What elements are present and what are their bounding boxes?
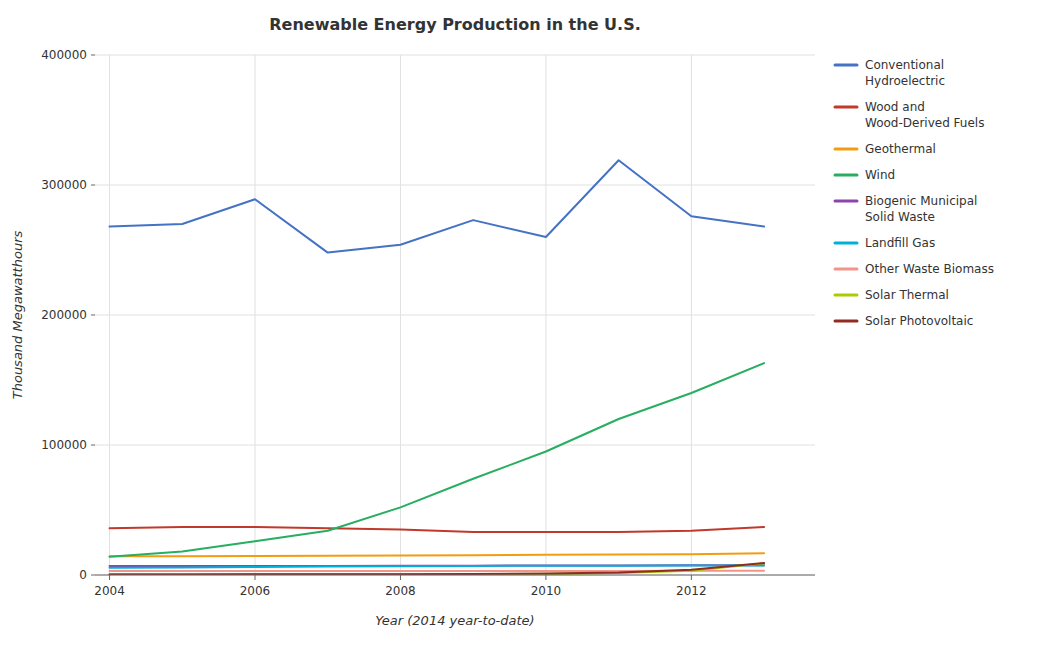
grid-line-x [109,55,110,575]
legend-swatch [835,64,857,67]
series-line [110,564,765,567]
legend-label-line: Other Waste Biomass [865,262,994,276]
legend-swatch [835,200,857,203]
legend-label-line: Conventional [865,58,944,72]
legend-label: Other Waste Biomass [865,262,994,276]
legend-swatch [835,106,857,109]
y-tick-label: 300000 [41,178,87,192]
series-line [110,563,765,575]
legend-swatch [835,242,857,245]
x-tick [255,575,256,580]
grid-line-y [95,445,815,446]
series-line [110,160,765,252]
y-tick-label: 400000 [41,48,87,62]
x-tick-label: 2010 [531,584,562,598]
x-tick [400,575,401,580]
grid-line-y [95,575,815,576]
series-line [110,553,765,556]
legend-label: Geothermal [865,142,936,156]
legend-swatch [835,268,857,271]
axes: 2004 2006 2008 2010 2012 0 100000 200000 300000 4… [41,48,815,598]
y-tick [91,185,95,186]
legend-label: Landfill Gas [865,236,935,250]
x-tick-label: 2012 [676,584,707,598]
legend-label-line: Biogenic Municipal [865,194,977,208]
series-line [110,363,765,557]
x-axis-label: Year (2014 year-to-date) [375,613,534,628]
legend-label-line: Landfill Gas [865,236,935,250]
grid [95,55,815,575]
legend-label-line: Wood and [865,100,925,114]
grid-line-x [545,55,546,575]
legend: Conventional Hydroelectric Wood and Wood-De… [835,58,994,328]
y-tick [91,55,95,56]
legend-label: Wind [865,168,895,182]
legend-label: Conventional Hydroelectric [865,58,945,88]
legend-swatch [835,320,857,323]
legend-label-line: Hydroelectric [865,74,945,88]
x-tick [691,575,692,580]
legend-label-line: Solid Waste [865,210,935,224]
legend-swatch [835,294,857,297]
x-axis-line [95,575,815,576]
x-tick [109,575,110,580]
legend-label-line: Wood-Derived Fuels [865,116,984,130]
series-line [110,563,765,574]
series-line [110,527,765,532]
legend-label: Solar Photovoltaic [865,314,973,328]
legend-swatch [835,148,857,151]
grid-line-x [400,55,401,575]
legend-label-line: Wind [865,168,895,182]
series-lines [110,160,765,574]
legend-swatch [835,174,857,177]
legend-label: Biogenic Municipal Solid Waste [865,194,977,224]
legend-label-line: Geothermal [865,142,936,156]
legend-label-line: Solar Thermal [865,288,949,302]
y-tick [91,315,95,316]
title: Renewable Energy Production in the U.S. [269,15,640,34]
y-axis-label: Thousand Megawatthours [10,231,25,400]
grid-line-y [95,185,815,186]
x-tick-label: 2004 [94,584,125,598]
grid-line-x [255,55,256,575]
grid-line-x [691,55,692,575]
grid-line-y [95,315,815,316]
y-tick-label: 0 [79,568,87,582]
x-tick-label: 2008 [385,584,416,598]
series-line [110,565,765,567]
y-tick [91,575,95,576]
y-tick [91,445,95,446]
legend-label: Wood and Wood-Derived Fuels [865,100,984,130]
grid-line-y [95,55,815,56]
x-tick [545,575,546,580]
chart: Renewable Energy Production in the U.S. 2… [0,0,1051,649]
y-tick-label: 100000 [41,438,87,452]
legend-label-line: Solar Photovoltaic [865,314,973,328]
legend-label: Solar Thermal [865,288,949,302]
y-tick-label: 200000 [41,308,87,322]
x-tick-label: 2006 [240,584,271,598]
